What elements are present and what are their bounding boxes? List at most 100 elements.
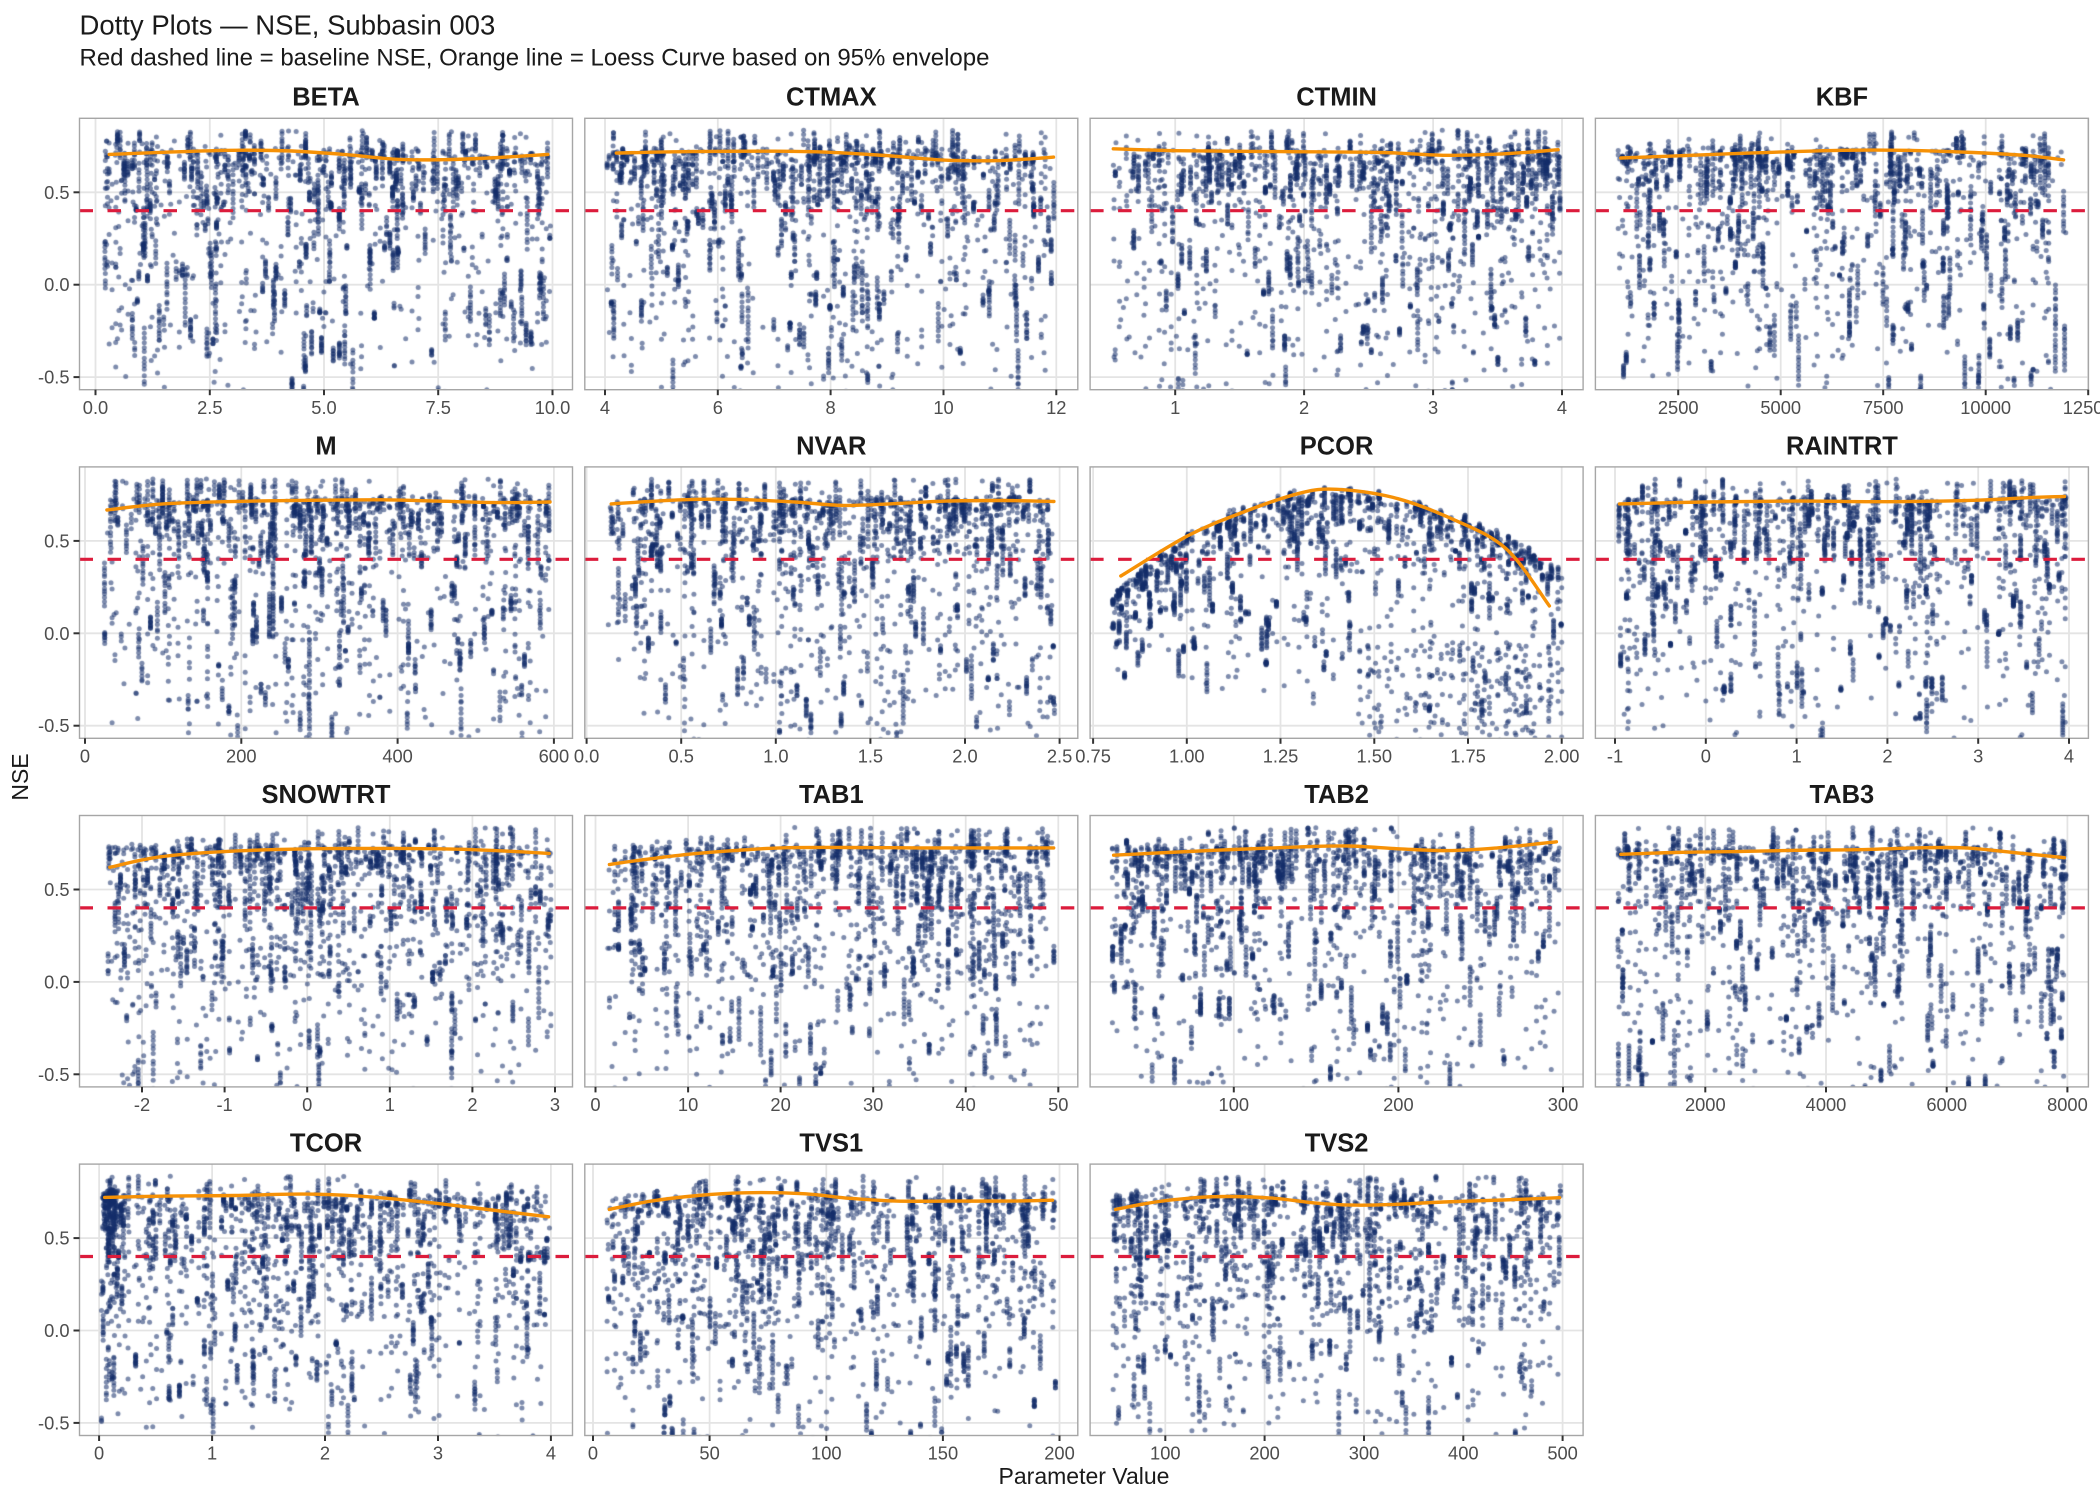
svg-text:3: 3	[1428, 397, 1438, 418]
svg-text:400: 400	[1448, 1443, 1479, 1464]
svg-text:5.0: 5.0	[311, 397, 336, 418]
svg-text:0: 0	[94, 1443, 104, 1464]
svg-text:TAB1: TAB1	[799, 781, 864, 809]
svg-text:-0.5: -0.5	[38, 1412, 70, 1433]
svg-text:1.5: 1.5	[858, 746, 883, 767]
svg-text:-0.5: -0.5	[38, 715, 70, 736]
svg-text:6000: 6000	[1926, 1094, 1967, 1115]
svg-text:NVAR: NVAR	[796, 432, 866, 460]
svg-text:0: 0	[80, 746, 90, 767]
svg-text:NSE: NSE	[7, 753, 33, 800]
svg-text:100: 100	[1219, 1094, 1250, 1115]
svg-text:40: 40	[956, 1094, 976, 1115]
svg-text:2000: 2000	[1685, 1094, 1726, 1115]
svg-text:BETA: BETA	[292, 84, 360, 112]
svg-text:2.5: 2.5	[1047, 746, 1072, 767]
svg-text:2: 2	[1299, 397, 1309, 418]
svg-text:0.0: 0.0	[44, 1320, 69, 1341]
svg-text:200: 200	[1383, 1094, 1414, 1115]
svg-text:0.0: 0.0	[44, 971, 69, 992]
svg-text:2: 2	[467, 1094, 477, 1115]
svg-text:-1: -1	[216, 1094, 232, 1115]
svg-text:3: 3	[550, 1094, 560, 1115]
svg-text:10: 10	[933, 397, 953, 418]
svg-text:600: 600	[539, 746, 570, 767]
svg-text:2: 2	[320, 1443, 330, 1464]
svg-text:0.5: 0.5	[668, 746, 693, 767]
svg-text:4: 4	[2064, 746, 2074, 767]
svg-text:-0.5: -0.5	[38, 367, 70, 388]
svg-text:300: 300	[1548, 1094, 1579, 1115]
svg-text:200: 200	[1044, 1443, 1075, 1464]
svg-text:2.00: 2.00	[1544, 746, 1580, 767]
svg-text:1: 1	[1170, 397, 1180, 418]
svg-text:2500: 2500	[1658, 397, 1699, 418]
svg-text:0: 0	[302, 1094, 312, 1115]
svg-text:5000: 5000	[1760, 397, 1801, 418]
svg-text:6: 6	[713, 397, 723, 418]
svg-text:2.0: 2.0	[952, 746, 977, 767]
svg-text:SNOWTRT: SNOWTRT	[262, 781, 391, 809]
svg-text:100: 100	[811, 1443, 842, 1464]
svg-text:4000: 4000	[1806, 1094, 1847, 1115]
svg-text:1: 1	[207, 1443, 217, 1464]
svg-text:0.0: 0.0	[83, 397, 108, 418]
svg-text:0: 0	[590, 1094, 600, 1115]
svg-text:7.5: 7.5	[425, 397, 450, 418]
svg-text:CTMAX: CTMAX	[786, 84, 877, 112]
svg-text:TCOR: TCOR	[290, 1130, 362, 1158]
svg-text:7500: 7500	[1863, 397, 1904, 418]
svg-text:2.5: 2.5	[197, 397, 222, 418]
svg-text:4: 4	[546, 1443, 556, 1464]
svg-text:-2: -2	[134, 1094, 150, 1115]
svg-text:0.5: 0.5	[44, 1228, 69, 1249]
svg-text:12: 12	[1046, 397, 1066, 418]
svg-text:3: 3	[433, 1443, 443, 1464]
svg-text:0: 0	[1701, 746, 1711, 767]
svg-text:100: 100	[1150, 1443, 1181, 1464]
svg-text:0.0: 0.0	[574, 746, 599, 767]
svg-text:TVS2: TVS2	[1305, 1130, 1369, 1158]
svg-text:200: 200	[226, 746, 257, 767]
svg-text:0.0: 0.0	[44, 274, 69, 295]
svg-text:1.50: 1.50	[1357, 746, 1393, 767]
svg-text:Dotty Plots — NSE, Subbasin 00: Dotty Plots — NSE, Subbasin 003	[80, 10, 496, 41]
svg-text:0: 0	[588, 1443, 598, 1464]
svg-text:TVS1: TVS1	[799, 1130, 863, 1158]
svg-text:0.75: 0.75	[1075, 746, 1111, 767]
svg-text:8: 8	[826, 397, 836, 418]
svg-text:1.25: 1.25	[1263, 746, 1299, 767]
svg-text:KBF: KBF	[1816, 84, 1868, 112]
svg-text:1.75: 1.75	[1450, 746, 1486, 767]
svg-text:500: 500	[1547, 1443, 1578, 1464]
svg-text:50: 50	[699, 1443, 719, 1464]
svg-text:3: 3	[1973, 746, 1983, 767]
svg-text:300: 300	[1349, 1443, 1380, 1464]
svg-text:RAINTRT: RAINTRT	[1786, 432, 1898, 460]
svg-text:10.0: 10.0	[535, 397, 571, 418]
svg-text:Parameter Value: Parameter Value	[999, 1463, 1170, 1489]
svg-text:10000: 10000	[1960, 397, 2011, 418]
svg-text:8000: 8000	[2047, 1094, 2088, 1115]
svg-text:0.5: 0.5	[44, 879, 69, 900]
svg-text:TAB3: TAB3	[1810, 781, 1875, 809]
svg-text:2: 2	[1882, 746, 1892, 767]
svg-text:0.5: 0.5	[44, 182, 69, 203]
svg-text:50: 50	[1048, 1094, 1068, 1115]
svg-text:4: 4	[1557, 397, 1567, 418]
svg-text:0.0: 0.0	[44, 623, 69, 644]
svg-text:TAB2: TAB2	[1304, 781, 1369, 809]
svg-text:0.5: 0.5	[44, 530, 69, 551]
svg-text:Red dashed line = baseline NSE: Red dashed line = baseline NSE, Orange l…	[80, 45, 990, 72]
svg-text:30: 30	[863, 1094, 883, 1115]
svg-text:200: 200	[1249, 1443, 1280, 1464]
svg-text:CTMIN: CTMIN	[1296, 84, 1377, 112]
svg-text:PCOR: PCOR	[1300, 432, 1374, 460]
svg-text:1.0: 1.0	[763, 746, 788, 767]
svg-text:20: 20	[770, 1094, 790, 1115]
svg-text:M: M	[315, 432, 336, 460]
svg-text:4: 4	[600, 397, 610, 418]
svg-text:-0.5: -0.5	[38, 1064, 70, 1085]
svg-text:1: 1	[1792, 746, 1802, 767]
svg-text:1: 1	[385, 1094, 395, 1115]
